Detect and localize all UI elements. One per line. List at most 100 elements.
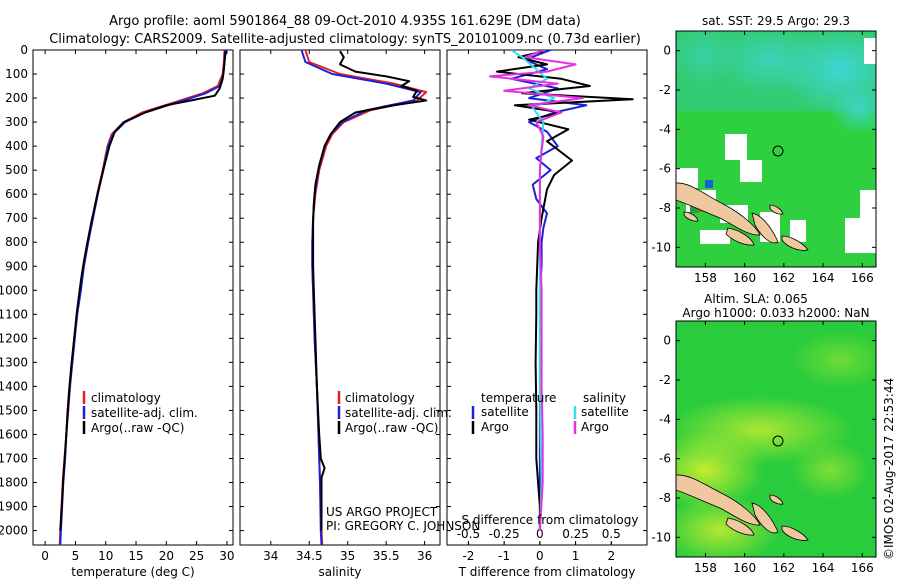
sla-map-x-tick-label: 160	[733, 561, 756, 575]
depth-tick-label: 1400	[0, 379, 28, 393]
depth-tick-label: 1100	[0, 307, 28, 321]
sst-map	[676, 31, 876, 267]
salinity-legend: climatology satellite-adj. clim. Argo(..…	[337, 391, 452, 435]
sst-map-y-tick-label: -4	[659, 122, 671, 136]
profile-lines-layer	[58, 50, 634, 545]
sla-map-x-tick-label: 158	[694, 561, 717, 575]
s-diff-tick-label: -0.25	[489, 527, 520, 541]
sst-cloud-mask	[845, 218, 876, 253]
temperature-x-tick-label: 0	[41, 549, 49, 563]
s-diff-tick-label: 0	[536, 527, 544, 541]
sst-cool-pixel	[705, 180, 713, 188]
depth-tick-label: 1500	[0, 403, 28, 417]
sst-cyan-patch	[676, 31, 740, 85]
sla-map-y-tick-label: -8	[659, 491, 671, 505]
argo-float-marker	[772, 145, 784, 157]
island-shape	[725, 227, 755, 246]
sst-cyan-patch	[830, 85, 876, 135]
legend-label-satellite-adj: satellite-adj. clim.	[345, 406, 452, 420]
sla-yellow-patch	[790, 440, 870, 500]
legend-title-salinity: salinity	[583, 391, 626, 405]
salinity-series-group	[300, 50, 428, 545]
legend-label-climatology: climatology	[91, 391, 161, 405]
sst-map-x-tick-label: 164	[812, 271, 835, 285]
depth-tick-label: 1700	[0, 451, 28, 465]
depth-tick-label: 1200	[0, 331, 28, 345]
salinity-x-tick-label: 34	[263, 549, 278, 563]
sst-map-x-tick-label: 162	[772, 271, 795, 285]
depth-tick-label: 300	[5, 115, 28, 129]
sst-map-y-tick-label: -8	[659, 201, 671, 215]
island-shape	[769, 204, 784, 215]
salinity-axis-label: salinity	[318, 565, 361, 579]
sst-cloud-mask	[725, 134, 747, 160]
project-credit-line2: PI: GREGORY C. JOHNSON	[326, 519, 480, 533]
depth-tick-label: 700	[5, 211, 28, 225]
depth-tick-label: 900	[5, 259, 28, 273]
legend-label-t-satellite: satellite	[481, 405, 529, 419]
salinity-x-tick-label: 35	[340, 549, 355, 563]
sla-map-x-tick-label: 166	[851, 561, 874, 575]
difference-x-tick-label: 0	[536, 549, 544, 563]
sst-map-x-tick-label: 158	[694, 271, 717, 285]
salinity-x-tick-label: 36	[417, 549, 432, 563]
island-shape	[676, 182, 761, 236]
temperature-x-tick-label: 25	[189, 549, 204, 563]
legend-title-temperature: temperature	[481, 391, 556, 405]
island-shape	[676, 474, 761, 526]
legend-label-s-argo: Argo	[581, 420, 609, 434]
sst-map-x-tick-label: 166	[851, 271, 874, 285]
sst-coastlines	[676, 182, 809, 251]
difference-x-tick-label: 1	[572, 549, 580, 563]
sst-cloud-mask	[700, 230, 730, 244]
temperature-legend: climatology satellite-adj. clim. Argo(..…	[82, 391, 198, 435]
legend-label-satellite-adj: satellite-adj. clim.	[91, 406, 198, 420]
depth-tick-label: 1600	[0, 427, 28, 441]
island-shape	[683, 211, 699, 222]
difference-line-s-argo	[488, 50, 584, 531]
sla-yellow-patch	[790, 330, 876, 390]
sla-map-y-tick-label: -10	[651, 530, 671, 544]
sst-map-y-tick-label: -6	[659, 162, 671, 176]
sst-cloud-mask	[864, 38, 876, 64]
sst-map-title: sat. SST: 29.5 Argo: 29.3	[702, 14, 850, 28]
difference-x-tick-label: -1	[498, 549, 510, 563]
depth-tick-label: 600	[5, 187, 28, 201]
depth-tick-label: 1300	[0, 355, 28, 369]
depth-tick-label: 800	[5, 235, 28, 249]
sla-coastlines	[676, 474, 809, 541]
island-shape	[781, 525, 809, 541]
temperature-x-tick-label: 30	[219, 549, 234, 563]
salinity-x-tick-label: 34.5	[296, 549, 323, 563]
sst-map-y-tick-label: -2	[659, 83, 671, 97]
salinity-panel	[239, 49, 441, 546]
legend-label-t-argo: Argo	[481, 420, 509, 434]
temperature-x-tick-label: 5	[72, 549, 80, 563]
legend-label-s-satellite: satellite	[581, 405, 629, 419]
s-diff-tick-label: 0.5	[602, 527, 621, 541]
temperature-panel	[32, 49, 234, 546]
depth-tick-label: 2000	[0, 524, 28, 538]
sst-map-x-tick-label: 160	[733, 271, 756, 285]
salinity-x-tick-label: 35.5	[373, 549, 400, 563]
depth-tick-label: 0	[20, 43, 28, 57]
difference-legend: temperature satellite Argo salinity sate…	[471, 391, 629, 434]
sst-map-y-tick-label: -10	[651, 240, 671, 254]
island-shape	[781, 235, 809, 251]
depth-tick-label: 500	[5, 163, 28, 177]
sst-cool-pixel	[690, 205, 698, 213]
island-shape	[769, 494, 784, 505]
sla-map-y-tick-label: 0	[663, 334, 671, 348]
sla-map-title-line1: Altim. SLA: 0.065	[704, 292, 808, 306]
s-diff-tick-label: 0.25	[562, 527, 589, 541]
s-difference-axis-label: S difference from climatology	[462, 513, 639, 527]
depth-tick-label: 200	[5, 91, 28, 105]
temperature-line-argo-raw-qc	[59, 51, 227, 531]
legend-label-argo: Argo(..raw -QC)	[345, 421, 438, 435]
sla-map-y-tick-label: -6	[659, 452, 671, 466]
temperature-series-group	[58, 50, 227, 545]
sla-map-y-tick-label: -4	[659, 412, 671, 426]
temperature-axis-label: temperature (deg C)	[71, 565, 194, 579]
sla-map-x-tick-label: 164	[812, 561, 835, 575]
